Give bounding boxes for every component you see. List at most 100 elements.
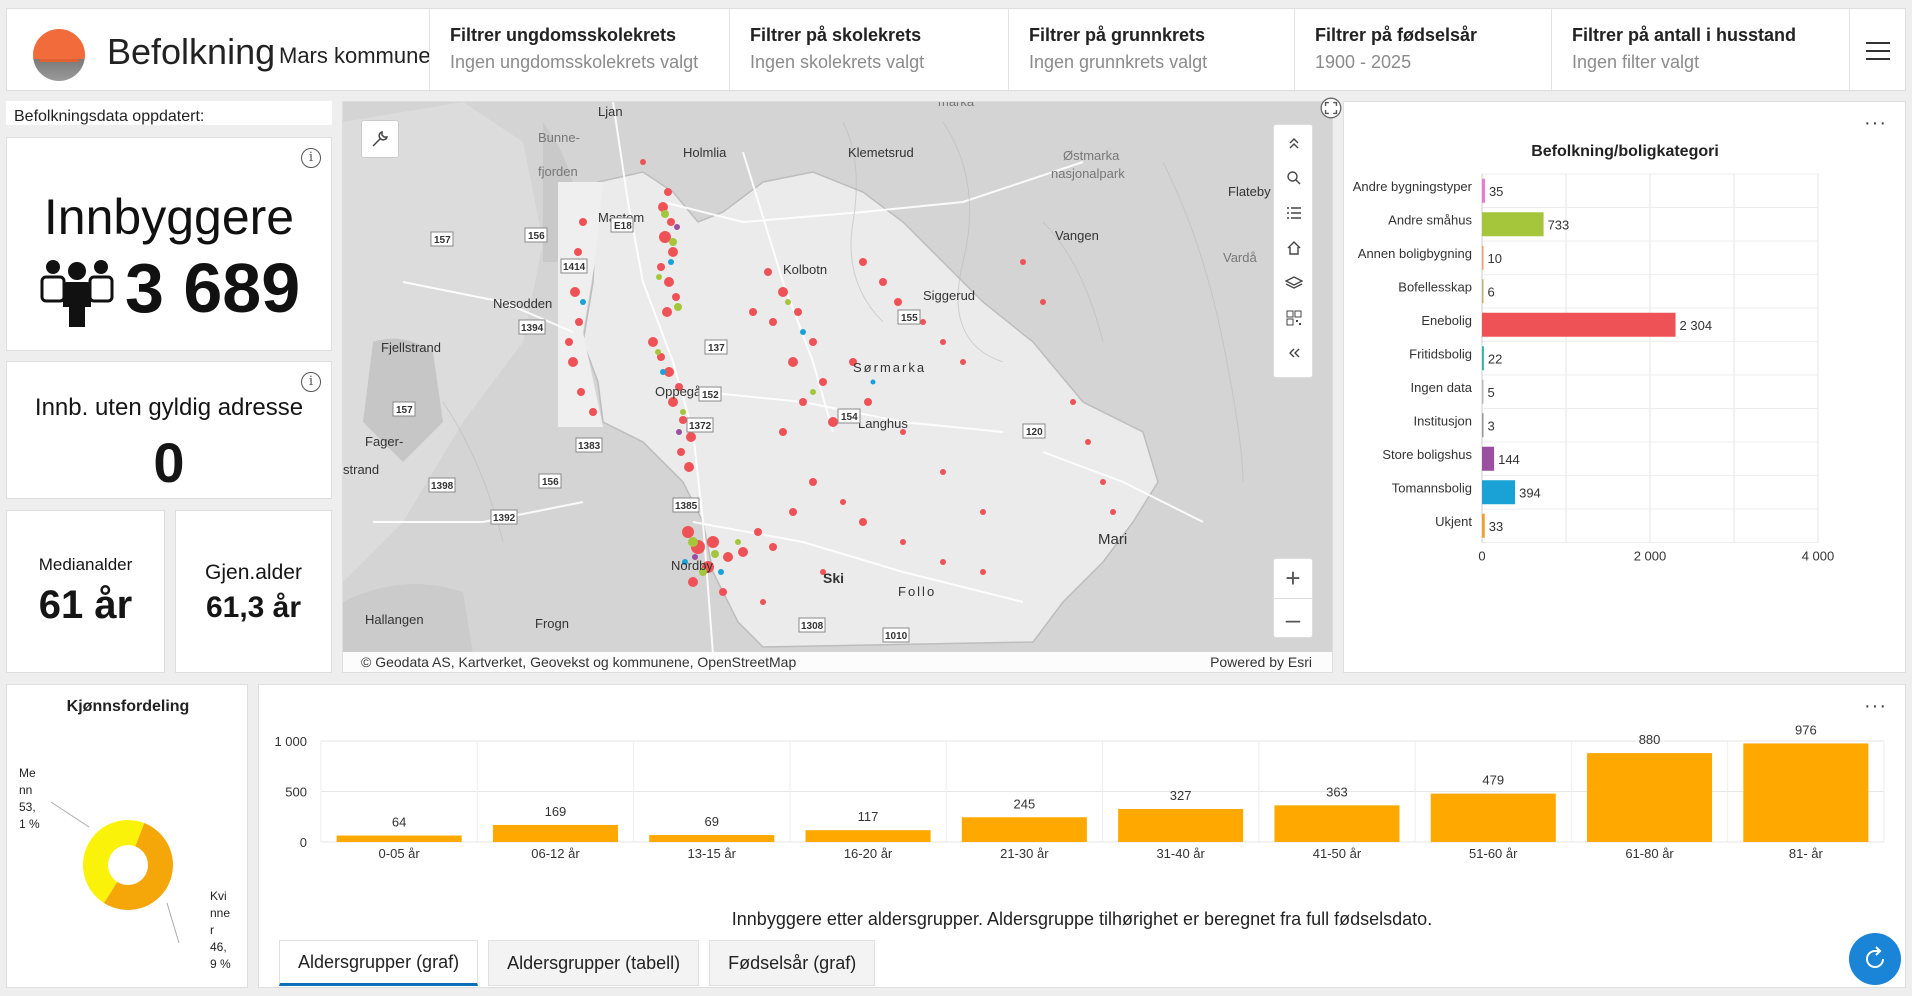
bar[interactable] bbox=[1482, 312, 1676, 337]
filter-ungdomsskolekrets[interactable]: Filtrer ungdomsskolekrets Ingen ungdomss… bbox=[429, 9, 729, 92]
map-label: marka bbox=[938, 102, 975, 109]
bar[interactable] bbox=[1482, 480, 1516, 505]
info-icon[interactable]: i bbox=[301, 148, 321, 168]
updated-card: Befolkningsdata oppdatert: bbox=[6, 101, 332, 125]
road-shield: 1414 bbox=[560, 258, 588, 274]
filter-skolekrets[interactable]: Filtrer på skolekrets Ingen skolekrets v… bbox=[729, 9, 1008, 92]
fullscreen-icon[interactable] bbox=[1319, 96, 1343, 120]
list-icon[interactable] bbox=[1274, 195, 1314, 230]
category-label: Ukjent bbox=[1435, 514, 1472, 529]
bar[interactable] bbox=[336, 835, 462, 842]
bar[interactable] bbox=[1482, 279, 1484, 304]
tab-aldersgrupper-tabell[interactable]: Aldersgrupper (tabell) bbox=[488, 940, 700, 986]
map-label: Kolbotn bbox=[783, 262, 827, 277]
chart-tabs: Aldersgrupper (graf) Aldersgrupper (tabe… bbox=[279, 940, 876, 986]
slice-label: 46, bbox=[210, 940, 227, 954]
road-shield: 1385 bbox=[672, 497, 700, 513]
collapse-up-icon[interactable] bbox=[1274, 125, 1314, 160]
tab-aldersgrupper-graf[interactable]: Aldersgrupper (graf) bbox=[279, 940, 479, 986]
app-subtitle: Mars kommune bbox=[279, 43, 431, 68]
slice-label: 1 % bbox=[19, 817, 40, 831]
map-panel[interactable]: Ljan Bunne- fjorden Holmlia Klemetsrud Ø… bbox=[342, 101, 1333, 673]
bar[interactable] bbox=[1482, 513, 1485, 538]
bar[interactable] bbox=[1482, 245, 1484, 270]
wrench-icon[interactable] bbox=[361, 120, 399, 158]
home-icon[interactable] bbox=[1274, 230, 1314, 265]
map-attribution: © Geodata AS, Kartverket, Geovekst og ko… bbox=[343, 652, 1332, 672]
filter-fodselsar[interactable]: Filtrer på fødselsår 1900 - 2025 bbox=[1294, 9, 1551, 92]
bar[interactable] bbox=[1274, 805, 1400, 842]
bar[interactable] bbox=[805, 830, 931, 842]
pie-slice[interactable] bbox=[103, 823, 174, 910]
svg-text:1385: 1385 bbox=[675, 501, 698, 512]
filter-grunnkrets[interactable]: Filtrer på grunnkrets Ingen grunnkrets v… bbox=[1008, 9, 1294, 92]
refresh-icon[interactable] bbox=[1849, 933, 1901, 985]
info-icon[interactable]: i bbox=[301, 372, 321, 392]
road-shield: 1383 bbox=[575, 437, 603, 453]
svg-text:155: 155 bbox=[901, 313, 918, 324]
value-label: 169 bbox=[545, 804, 567, 819]
value-label: 117 bbox=[858, 809, 879, 824]
innbyggere-card: i Innbyggere 3 689 bbox=[6, 137, 332, 351]
map-label: Nordby bbox=[671, 558, 713, 573]
bar[interactable] bbox=[1743, 743, 1869, 842]
more-options-icon[interactable]: ··· bbox=[1864, 112, 1887, 134]
value-label: 144 bbox=[1498, 452, 1520, 467]
zoom-in-button[interactable]: + bbox=[1274, 559, 1312, 599]
medianalder-label: Medianalder bbox=[38, 555, 133, 574]
road-shield: 1372 bbox=[686, 417, 714, 433]
map-label: Fager- bbox=[365, 434, 403, 449]
tick-label: 1 000 bbox=[274, 734, 307, 749]
uten-adresse-card: i Innb. uten gyldig adresse 0 bbox=[6, 361, 332, 499]
medianalder-value: 61 år bbox=[38, 583, 133, 627]
bar[interactable] bbox=[1482, 178, 1485, 203]
aldersgrupper-chart: 64 169 69 117 245 327 363 479 880 976 0-05 år 06-1… bbox=[274, 722, 1885, 861]
bar[interactable] bbox=[1482, 346, 1484, 371]
category-label: 51-60 år bbox=[1469, 846, 1518, 861]
map-label: Klemetsrud bbox=[848, 145, 914, 160]
map-canvas[interactable]: Ljan Bunne- fjorden Holmlia Klemetsrud Ø… bbox=[343, 102, 1333, 654]
powered-by-esri[interactable]: Powered by Esri bbox=[1210, 654, 1312, 670]
bar[interactable] bbox=[961, 817, 1087, 842]
filter-title: Filtrer ungdomsskolekrets bbox=[450, 25, 677, 45]
bar[interactable] bbox=[1587, 753, 1713, 842]
collapse-left-icon[interactable] bbox=[1274, 335, 1314, 370]
hamburger-menu-icon[interactable] bbox=[1849, 9, 1905, 92]
map-label: Ljan bbox=[598, 104, 623, 119]
road-shield: 157 bbox=[430, 231, 454, 247]
value-label: 479 bbox=[1482, 773, 1504, 788]
tab-fodselsar-graf[interactable]: Fødselsår (graf) bbox=[709, 940, 876, 986]
svg-text:1308: 1308 bbox=[801, 621, 824, 632]
bar[interactable] bbox=[1482, 413, 1484, 438]
road-shield: 157 bbox=[392, 401, 416, 417]
road-shield: 137 bbox=[704, 339, 728, 355]
bar[interactable] bbox=[1482, 446, 1495, 471]
value-label: 33 bbox=[1489, 519, 1503, 534]
bar[interactable] bbox=[492, 824, 618, 842]
category-label: 0-05 år bbox=[379, 846, 421, 861]
value-label: 327 bbox=[1170, 788, 1192, 803]
filter-husstand[interactable]: Filtrer på antall i husstand Ingen filte… bbox=[1551, 9, 1851, 92]
bar[interactable] bbox=[1482, 212, 1544, 237]
value-label: 2 304 bbox=[1680, 318, 1713, 333]
filter-title: Filtrer på skolekrets bbox=[750, 25, 922, 45]
bar[interactable] bbox=[1430, 793, 1556, 842]
map-label: Follo bbox=[898, 584, 936, 599]
pie-slice[interactable] bbox=[83, 820, 145, 904]
more-options-icon[interactable]: ··· bbox=[1864, 695, 1887, 717]
bar[interactable] bbox=[1118, 808, 1244, 842]
category-label: Bofellesskap bbox=[1398, 279, 1472, 294]
map-label: Frogn bbox=[535, 616, 569, 631]
bar[interactable] bbox=[1482, 379, 1484, 404]
tick-label: 0 bbox=[1478, 549, 1485, 564]
slice-label: Kvi bbox=[210, 889, 227, 903]
layers-icon[interactable] bbox=[1274, 265, 1314, 300]
qr-icon[interactable] bbox=[1274, 300, 1314, 335]
zoom-out-button[interactable]: – bbox=[1285, 603, 1301, 634]
slice-label: nn bbox=[19, 783, 32, 797]
bar[interactable] bbox=[649, 835, 775, 842]
value-label: 6 bbox=[1488, 284, 1495, 299]
svg-text:1383: 1383 bbox=[578, 441, 601, 452]
leader-line bbox=[50, 801, 90, 828]
search-icon[interactable] bbox=[1274, 160, 1314, 195]
